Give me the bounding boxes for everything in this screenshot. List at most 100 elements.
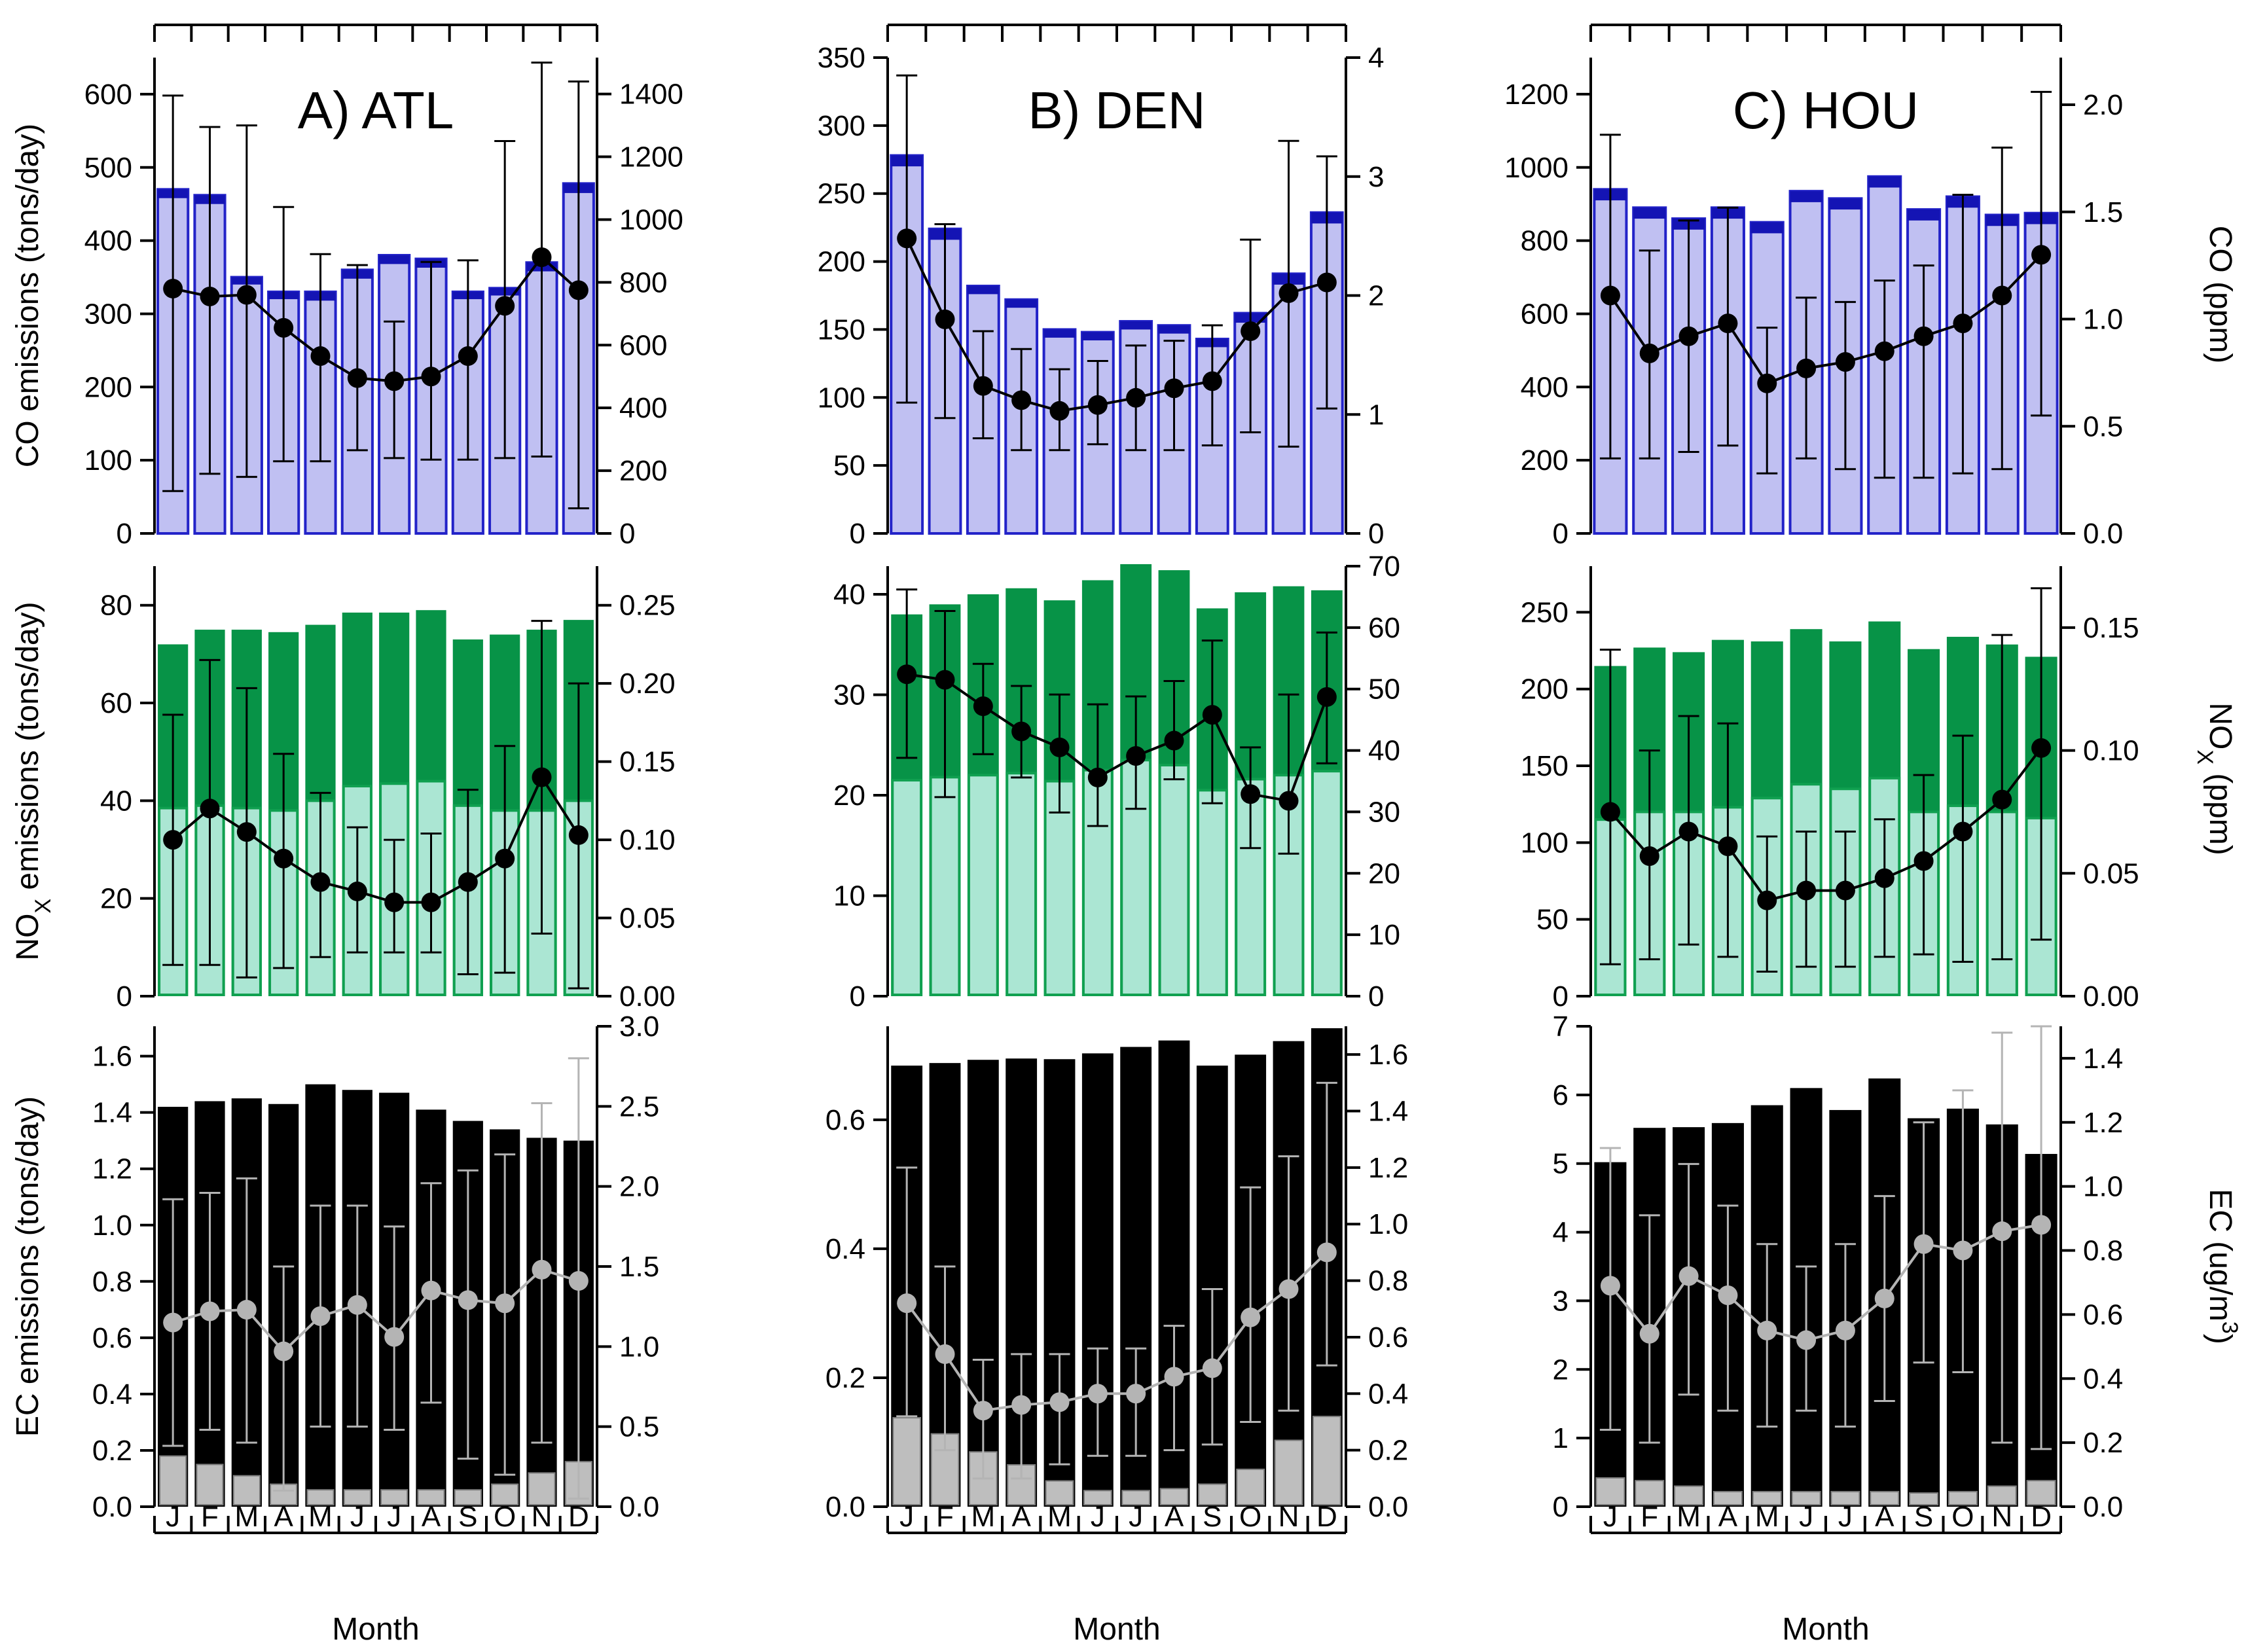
month-label-1-0: J — [899, 1501, 914, 1533]
right-tick-label-ec-atl-0: 0.0 — [619, 1491, 659, 1523]
data-point-ec-hou-7 — [1874, 1288, 1894, 1308]
panel-ec-atl: 0.0 0.2 0.4 0.6 0.8 1.0 1.2 1.4 1.6 0.0 0.5 1.0 1.5 2… — [92, 1011, 659, 1647]
data-point-ec-atl-6 — [384, 1327, 405, 1347]
data-point-nox-atl-1 — [200, 799, 220, 819]
data-point-ec-den-0 — [897, 1293, 917, 1314]
right-tick-label-nox-den-7: 70 — [1368, 550, 1400, 583]
right-tick-label-co-atl-1: 200 — [619, 455, 667, 487]
data-point-co-atl-1 — [200, 286, 220, 306]
right-tick-label-co-hou-0: 0.0 — [2083, 518, 2123, 550]
data-point-co-atl-5 — [347, 368, 367, 388]
panel-title-co-hou: C) HOU — [1733, 81, 1919, 139]
bar-ec-light-ec-atl-1 — [196, 1463, 224, 1506]
bar-nox-light-nox-den-2 — [967, 774, 999, 996]
data-point-co-hou-10 — [1992, 285, 2012, 306]
bar-ec-light-ec-den-7 — [1159, 1488, 1189, 1505]
left-tick-label-ec-den-0: 0.0 — [825, 1491, 865, 1523]
left-tick-label-ec-den-2: 0.4 — [825, 1233, 865, 1265]
bar-ec-light-ec-hou-1 — [1635, 1480, 1665, 1506]
month-label-2-5: J — [1799, 1501, 1813, 1533]
x-axis-title-1: Month — [1073, 1612, 1160, 1647]
right-tick-label-co-atl-2: 400 — [619, 392, 667, 424]
data-point-ec-den-3 — [1011, 1395, 1032, 1415]
month-label-2-9: O — [1951, 1501, 1974, 1533]
left-tick-label-nox-den-4: 40 — [833, 579, 865, 611]
data-point-ec-den-10 — [1278, 1279, 1299, 1299]
right-tick-label-nox-den-0: 0 — [1368, 980, 1384, 1013]
left-tick-label-co-den-4: 200 — [818, 246, 865, 278]
right-tick-label-nox-hou-0: 0.00 — [2083, 980, 2139, 1013]
left-tick-label-co-den-3: 150 — [818, 314, 865, 346]
data-point-nox-hou-3 — [1718, 836, 1738, 856]
data-point-ec-den-7 — [1164, 1367, 1184, 1387]
right-tick-label-ec-den-6: 1.2 — [1368, 1152, 1408, 1184]
bar-co-upper-band-co-den-3 — [1006, 299, 1038, 308]
bar-ec-light-ec-atl-3 — [270, 1483, 298, 1506]
bar-ec-light-ec-hou-9 — [1948, 1490, 1978, 1505]
left-tick-label-nox-atl-3: 60 — [100, 687, 132, 719]
bar-co-emissions-co-hou-5 — [1788, 190, 1824, 535]
left-tick-label-ec-atl-2: 0.4 — [92, 1378, 132, 1410]
data-point-co-den-10 — [1278, 283, 1299, 303]
right-tick-label-ec-den-1: 0.2 — [1368, 1435, 1408, 1467]
data-point-co-atl-0 — [163, 278, 183, 298]
right-tick-label-co-atl-6: 1200 — [619, 141, 683, 173]
left-tick-label-co-den-6: 300 — [818, 110, 865, 142]
bar-ec-light-ec-den-9 — [1236, 1468, 1265, 1506]
left-tick-label-nox-atl-0: 0 — [117, 980, 132, 1013]
data-point-nox-den-3 — [1011, 721, 1032, 742]
left-tick-label-nox-hou-2: 100 — [1521, 827, 1568, 859]
data-point-nox-den-5 — [1087, 767, 1108, 787]
right-tick-label-ec-den-3: 0.6 — [1368, 1321, 1408, 1354]
left-tick-label-ec-atl-6: 1.2 — [92, 1153, 132, 1185]
left-tick-label-co-atl-3: 300 — [84, 298, 132, 330]
right-tick-label-nox-den-2: 20 — [1368, 857, 1400, 889]
data-point-ec-hou-3 — [1718, 1285, 1738, 1306]
left-tick-label-ec-hou-6: 6 — [1553, 1079, 1568, 1111]
right-tick-label-ec-hou-6: 1.2 — [2083, 1107, 2123, 1139]
right-tick-label-nox-atl-1: 0.05 — [619, 903, 676, 935]
month-label-1-9: O — [1239, 1501, 1261, 1533]
right-tick-label-co-atl-5: 1000 — [619, 204, 683, 236]
right-tick-label-nox-atl-3: 0.15 — [619, 746, 676, 778]
panel-co-den: 0 50 100 150 200 250 300 350 0 1 2 3 4 B) DEN — [818, 24, 1384, 550]
month-label-2-1: F — [1641, 1501, 1658, 1533]
bar-ec-light-ec-atl-4 — [306, 1489, 335, 1506]
data-point-ec-hou-6 — [1835, 1320, 1855, 1340]
data-point-co-den-11 — [1316, 272, 1337, 293]
data-point-co-den-8 — [1202, 371, 1222, 391]
left-tick-label-nox-hou-5: 250 — [1521, 596, 1568, 628]
bar-co-upper-band-co-den-4 — [1043, 329, 1076, 338]
month-label-1-1: F — [936, 1501, 954, 1533]
data-point-ec-hou-8 — [1913, 1234, 1934, 1254]
right-tick-label-co-den-4: 4 — [1368, 42, 1384, 74]
data-point-ec-atl-7 — [421, 1280, 441, 1301]
data-point-nox-atl-11 — [568, 825, 589, 845]
left-tick-label-nox-den-2: 20 — [833, 780, 865, 812]
right-tick-label-ec-atl-1: 0.5 — [619, 1411, 659, 1443]
data-point-ec-atl-0 — [163, 1312, 183, 1333]
data-point-nox-hou-8 — [1913, 851, 1934, 871]
bar-ec-light-ec-atl-7 — [417, 1489, 445, 1506]
month-label-2-8: S — [1914, 1501, 1933, 1533]
data-point-ec-den-4 — [1049, 1392, 1070, 1412]
left-tick-label-ec-hou-4: 4 — [1553, 1217, 1568, 1249]
month-label-2-0: J — [1603, 1501, 1618, 1533]
right-tick-label-co-atl-3: 600 — [619, 329, 667, 361]
data-point-ec-hou-1 — [1639, 1323, 1659, 1344]
left-axis-title-ec: EC emissions (tons/day) — [10, 1096, 45, 1437]
right-tick-label-co-den-2: 2 — [1368, 280, 1384, 312]
month-label-1-6: J — [1129, 1501, 1143, 1533]
bar-ec-light-ec-den-4 — [1045, 1480, 1074, 1505]
left-tick-label-co-atl-6: 600 — [84, 79, 132, 111]
bar-ec-light-ec-atl-9 — [491, 1483, 519, 1506]
month-label-2-10: N — [1991, 1501, 2012, 1533]
bar-ec-light-ec-den-0 — [892, 1417, 922, 1506]
left-tick-label-co-den-5: 250 — [818, 178, 865, 210]
right-tick-label-ec-den-4: 0.8 — [1368, 1265, 1408, 1297]
month-label-2-4: M — [1755, 1501, 1779, 1533]
data-point-co-den-2 — [973, 376, 993, 396]
data-point-co-atl-6 — [384, 371, 405, 391]
left-tick-label-ec-atl-4: 0.8 — [92, 1266, 132, 1298]
